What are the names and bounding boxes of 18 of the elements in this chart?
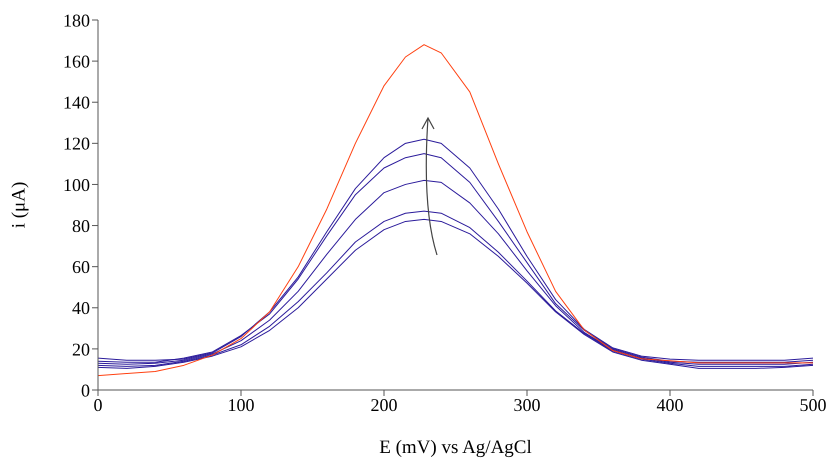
y-axis-title: i (μA) [8, 182, 30, 228]
x-tick-label: 300 [514, 394, 540, 415]
x-tick-label: 100 [228, 394, 254, 415]
y-tick-label: 80 [72, 216, 90, 236]
y-tick-label: 0 [81, 380, 90, 400]
y-tick-label: 160 [63, 52, 90, 72]
x-tick-label: 400 [656, 394, 684, 415]
y-tick-label: 180 [63, 10, 90, 30]
x-tick-label: 500 [800, 394, 826, 415]
x-tick-label: 0 [94, 394, 102, 415]
y-tick-label: 120 [63, 134, 90, 154]
y-tick-label: 20 [72, 339, 90, 360]
x-axis-title: E (mV) vs Ag/AgCl [379, 437, 532, 458]
x-tick-label: 200 [370, 394, 398, 415]
y-tick-label: 60 [72, 257, 90, 278]
y-tick-label: 140 [63, 92, 90, 113]
y-tick-label: 40 [72, 298, 90, 318]
y-tick-label: 100 [63, 174, 90, 195]
